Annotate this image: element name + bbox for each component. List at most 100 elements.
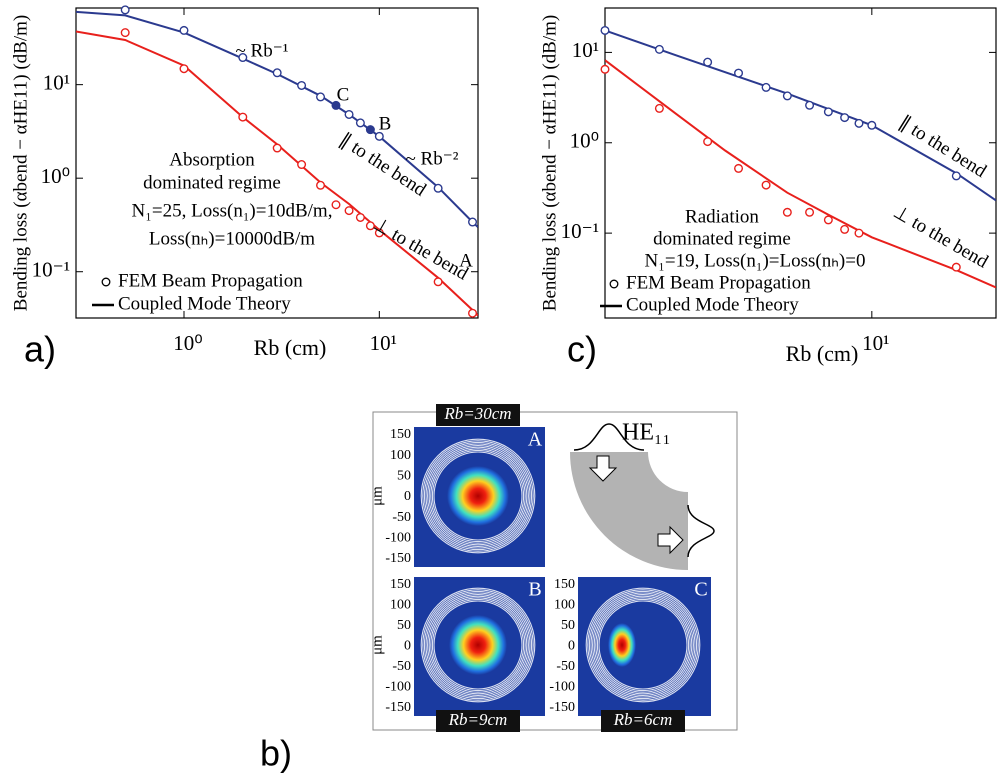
- image-title: Rb=6cm: [613, 710, 673, 729]
- title-box: [436, 404, 520, 426]
- data-point: [867, 120, 877, 130]
- arrow-down: [588, 455, 618, 482]
- annotation: C: [337, 84, 350, 105]
- image-title: Rb=9cm: [448, 710, 508, 729]
- panel-b-frame: [372, 411, 738, 731]
- legend-label: FEM Beam Propagation: [626, 272, 811, 293]
- annotation: Absorption: [169, 149, 255, 170]
- image-y-tick-label: -150: [385, 700, 411, 715]
- cladding-ring: [431, 598, 525, 692]
- input-mode-profile: [573, 423, 645, 451]
- x-axis-label: Rb (cm): [786, 341, 859, 366]
- cladding-ring: [427, 445, 529, 547]
- cladding-ring: [595, 597, 691, 693]
- y-tick-label: 10⁰: [41, 164, 70, 188]
- x-axis-label: Rb (cm): [254, 335, 327, 360]
- data-point: [703, 57, 713, 67]
- data-point: [854, 118, 864, 128]
- data-point: [468, 308, 478, 318]
- image-letter: C: [694, 579, 707, 601]
- image-y-tick-label: 150: [554, 577, 575, 592]
- annotation: ~ Rb⁻¹: [236, 40, 289, 61]
- data-point: [951, 171, 961, 181]
- output-mode-profile: [687, 504, 715, 558]
- plot-frame: [75, 7, 479, 319]
- image-y-tick-label: 150: [390, 577, 411, 592]
- data-point: [761, 180, 771, 190]
- image-y-tick-label: -100: [385, 680, 411, 695]
- annotation: dominated regime: [653, 228, 791, 249]
- y-axis-label: Bending loss (αbend − αHE11) (dB/m): [539, 15, 560, 311]
- cladding-ring: [590, 592, 696, 698]
- data-point: [600, 64, 610, 74]
- data-point: [355, 118, 365, 128]
- image-y-tick-label: 100: [554, 598, 575, 613]
- image-y-label: μm: [369, 635, 385, 655]
- y-tick-label: 10⁻¹: [32, 258, 70, 282]
- data-point: [805, 100, 815, 110]
- mode-field: [449, 615, 507, 675]
- cladding-ring: [427, 594, 529, 696]
- data-point: [782, 91, 792, 101]
- data-point: [272, 143, 282, 153]
- cladding-ring: [588, 590, 698, 700]
- data-point: [805, 207, 815, 217]
- image-y-tick-label: -50: [392, 659, 411, 674]
- image-y-tick-label: 150: [390, 427, 411, 442]
- cladding-ring: [433, 451, 523, 541]
- image-y-tick-label: 0: [404, 639, 411, 654]
- image-y-tick-label: -150: [549, 700, 575, 715]
- image-y-tick-label: -100: [385, 531, 411, 546]
- data-point: [120, 5, 130, 15]
- data-point: [734, 68, 744, 78]
- image-title: Rb=30cm: [443, 404, 511, 423]
- cladding-ring: [425, 592, 531, 698]
- panel-label: b): [260, 733, 292, 774]
- cladding-ring: [430, 448, 526, 544]
- data-point: [355, 212, 365, 222]
- series-line: [605, 59, 996, 289]
- image-y-tick-label: 100: [390, 448, 411, 463]
- cladding-ring: [593, 595, 693, 695]
- image-letter: A: [528, 429, 543, 451]
- cladding-ring: [431, 449, 525, 543]
- data-point: [823, 107, 833, 117]
- annotation: N₁=25, Loss(n₁)=10dB/m,: [132, 200, 333, 221]
- image-y-tick-label: -100: [549, 680, 575, 695]
- annotation: ~ Rb⁻²: [406, 148, 459, 169]
- image-letter: B: [528, 579, 541, 601]
- cladding-ring: [423, 590, 533, 700]
- data-point: [734, 163, 744, 173]
- series-line: [605, 29, 996, 202]
- legend-symbol: [101, 277, 111, 287]
- annotation: A: [459, 250, 473, 271]
- cladding-ring: [430, 597, 526, 693]
- cladding-ring: [596, 598, 690, 692]
- data-point: [782, 207, 792, 217]
- data-point: [600, 25, 610, 35]
- cladding-ring: [422, 440, 534, 552]
- cladding-ring: [420, 587, 536, 703]
- image-y-tick-label: -150: [385, 551, 411, 566]
- y-tick-label: 10¹: [43, 70, 70, 94]
- annotation: N₁=19, Loss(n₁)=Loss(nₕ)=0: [645, 250, 866, 271]
- data-point: [272, 68, 282, 78]
- data-point: [179, 25, 189, 35]
- image-y-tick-label: -50: [392, 510, 411, 525]
- x-tick-label: 10¹: [370, 331, 397, 355]
- image-y-tick-label: 50: [397, 618, 411, 633]
- data-point: [297, 80, 307, 90]
- data-point: [374, 228, 384, 238]
- annotation: ⊥ to the bend: [370, 213, 472, 284]
- data-point: [840, 224, 850, 234]
- y-tick-label: 10⁰: [570, 129, 599, 153]
- panel-label: a): [24, 329, 56, 370]
- annotation: Radiation: [685, 206, 759, 227]
- plot-frame: [604, 7, 997, 319]
- x-tick-label: 10¹: [862, 331, 889, 355]
- cladding-ring: [592, 594, 694, 696]
- data-point: [316, 180, 326, 190]
- data-point: [331, 200, 341, 210]
- data-point: [344, 109, 354, 119]
